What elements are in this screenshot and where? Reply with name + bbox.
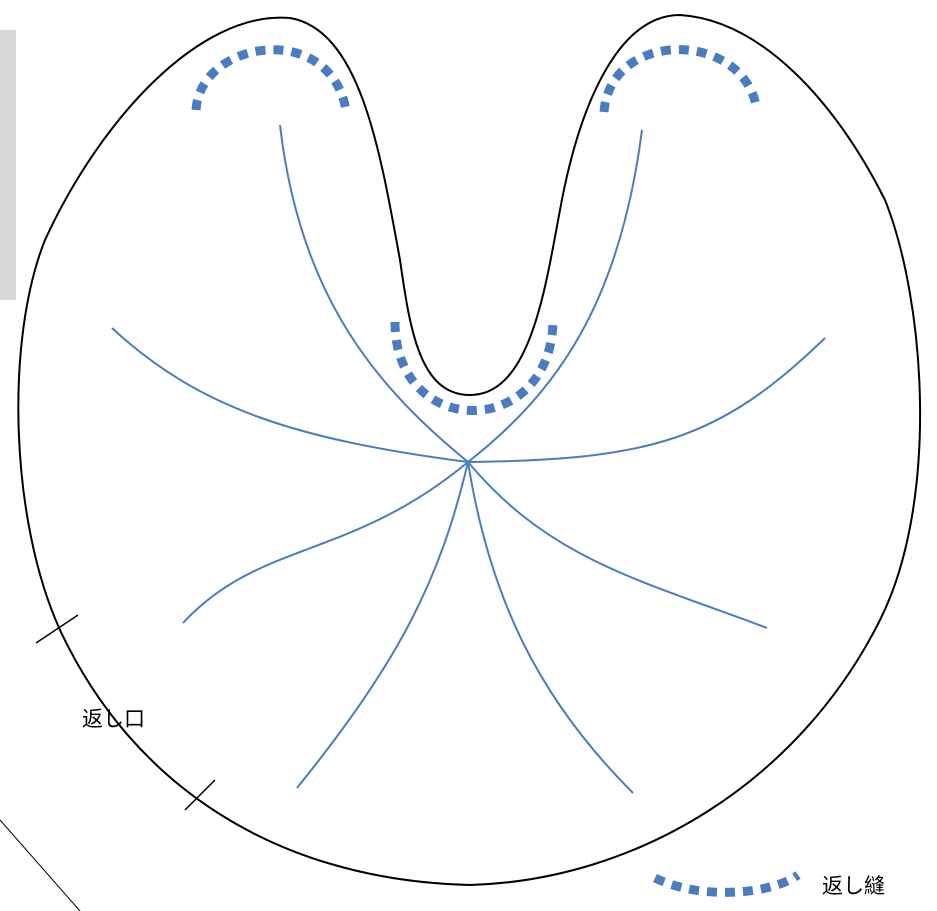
vein xyxy=(467,337,826,463)
vein xyxy=(296,461,469,789)
edge-line xyxy=(0,819,81,911)
vein xyxy=(279,124,469,463)
photo-crop xyxy=(0,30,16,300)
backstitch-mark xyxy=(599,45,761,113)
opening-mark xyxy=(184,779,216,811)
opening-mark xyxy=(35,614,79,644)
legend-stitch xyxy=(653,871,801,897)
backstitch-label: 返し縫 xyxy=(822,874,885,898)
opening-label: 返し口 xyxy=(82,707,145,731)
vein xyxy=(467,129,643,463)
vein xyxy=(467,461,634,794)
veins xyxy=(111,124,826,794)
backstitch-mark xyxy=(390,321,558,415)
vein xyxy=(111,327,469,463)
leaf-outline xyxy=(17,13,922,887)
vein xyxy=(182,461,469,624)
vein xyxy=(467,461,768,629)
backstitch-mark xyxy=(191,45,351,111)
